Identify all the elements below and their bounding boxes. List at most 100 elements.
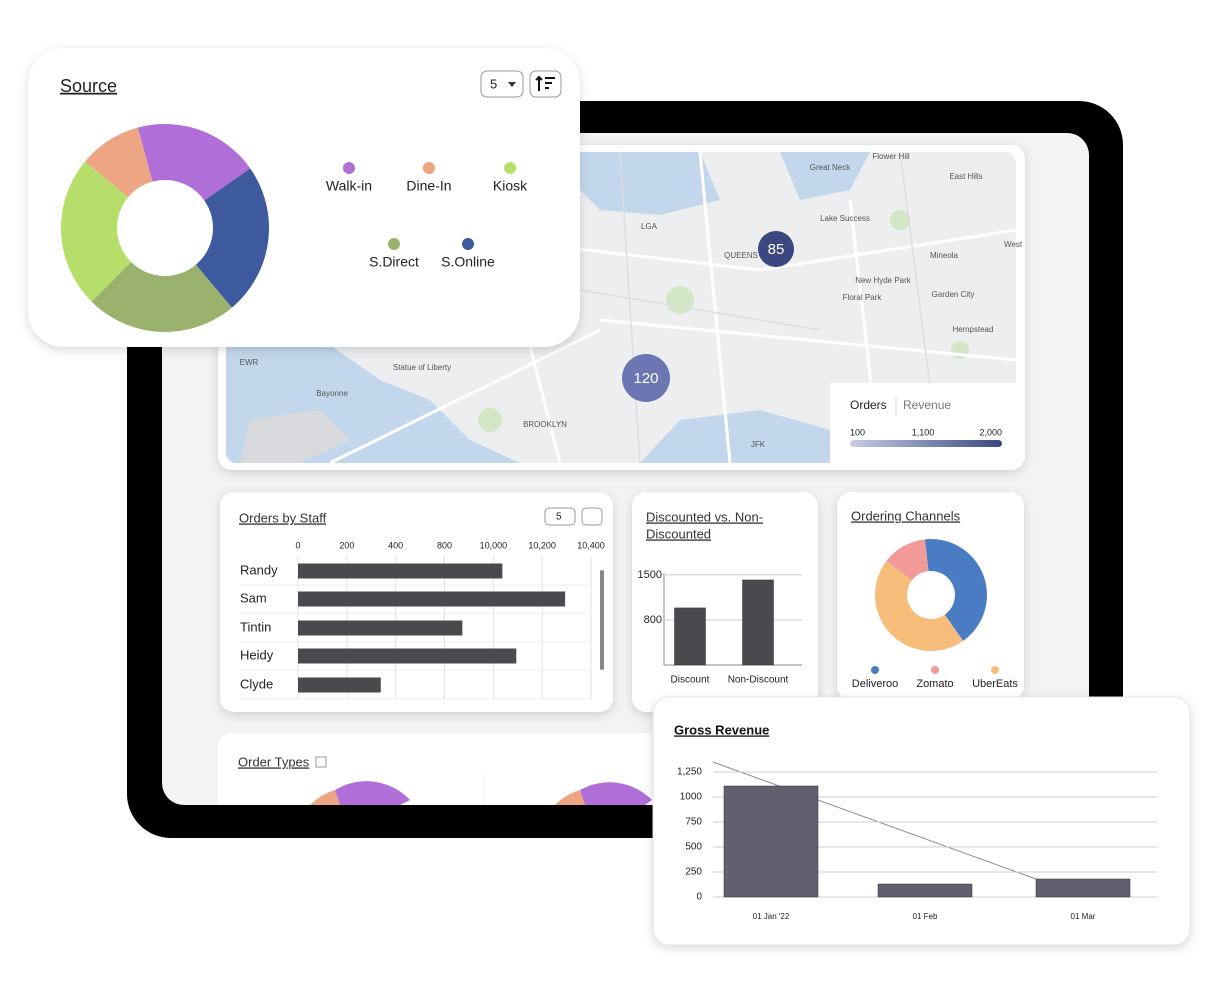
scale-label: 2,000: [979, 427, 1002, 437]
y-tick-label: 750: [685, 817, 702, 828]
place-label: Hempstead: [953, 325, 994, 334]
legend-tab[interactable]: Revenue: [903, 398, 951, 412]
scale-label: 1,100: [912, 427, 935, 437]
donut-slice: [886, 539, 929, 581]
x-tick-label: 10,000: [480, 540, 508, 550]
donut-slice: [924, 539, 987, 641]
x-tick-label: 200: [339, 540, 354, 550]
legend-dot: [991, 666, 999, 674]
select-value: 5: [490, 76, 497, 91]
bar: [298, 563, 503, 579]
map-cluster[interactable]: [622, 354, 670, 402]
place-label: BROOKLYN: [523, 420, 567, 429]
legend-dot: [388, 238, 400, 250]
tablet-frame: [162, 805, 722, 825]
map-legend: [830, 383, 1016, 463]
legend-dot: [931, 666, 939, 674]
x-tick-label: 800: [437, 540, 452, 550]
place-label: Great Neck: [810, 163, 851, 172]
discount-card: [632, 492, 818, 712]
legend-label: S.Direct: [369, 254, 419, 270]
source-card: [28, 48, 580, 347]
place-label: Mineola: [930, 251, 959, 260]
place-label: QUEENS: [724, 251, 758, 260]
card-title: Discounted vs. Non-: [646, 509, 763, 524]
category-label: Clyde: [240, 676, 273, 691]
place-label: West: [1004, 240, 1023, 249]
donut-slice: [875, 561, 964, 651]
legend-dot: [871, 666, 879, 674]
bar: [742, 579, 774, 666]
place-label: JFK: [751, 440, 766, 449]
bar: [298, 591, 566, 607]
bar: [877, 883, 973, 898]
legend-label: Zomato: [916, 678, 953, 690]
y-tick-label: 1000: [680, 792, 703, 803]
y-tick-label: 1,250: [677, 767, 702, 778]
legend-dot: [504, 162, 516, 174]
x-tick-label: 01 Feb: [913, 912, 938, 921]
legend-tab[interactable]: Orders: [850, 398, 887, 412]
x-tick-label: 01 Jan '22: [753, 912, 790, 921]
scale-bar: [850, 440, 1002, 447]
bar: [1035, 878, 1131, 898]
legend-label: Walk-in: [326, 178, 372, 194]
donut-slice: [61, 161, 132, 302]
bar: [298, 620, 463, 636]
x-tick-label: 01 Mar: [1071, 912, 1096, 921]
legend-label: UberEats: [972, 678, 1018, 690]
channels-card: [837, 492, 1024, 700]
page-size-select[interactable]: [480, 70, 524, 98]
donut-slice: [195, 168, 269, 308]
legend-label: Deliveroo: [852, 678, 898, 690]
card-title: Gross Revenue: [674, 722, 769, 737]
external-link-icon[interactable]: [315, 756, 327, 768]
x-tick-label: Discount: [671, 675, 710, 686]
category-label: Tintin: [240, 619, 271, 634]
x-tick-label: 0: [295, 540, 300, 550]
place-label: New Hyde Park: [855, 276, 912, 285]
card-title: Source: [60, 76, 117, 96]
place-label: Bayonne: [316, 389, 348, 398]
y-tick-label: 250: [685, 867, 702, 878]
preview-slice: [555, 790, 585, 805]
donut-slice: [137, 124, 251, 201]
page-size-select[interactable]: [544, 507, 576, 526]
map-cluster[interactable]: [758, 231, 794, 267]
cluster-label: 85: [768, 241, 785, 258]
place-label: Flower Hill: [872, 152, 910, 161]
scale-label: 100: [850, 427, 865, 437]
legend-label: Dine-In: [406, 178, 451, 194]
legend-dot: [423, 162, 435, 174]
card-title: Order Types: [238, 754, 310, 769]
preview-slice: [310, 790, 340, 805]
y-tick-label: 800: [644, 614, 662, 626]
donut-slice: [85, 127, 153, 198]
place-label: Lake Success: [820, 214, 870, 223]
cluster-label: 120: [633, 370, 658, 387]
preview-slice: [335, 781, 410, 805]
category-label: Randy: [240, 562, 278, 577]
donut-slice: [91, 262, 232, 332]
legend-dot: [343, 162, 355, 174]
place-label: LGA: [641, 222, 658, 231]
y-tick-label: 0: [696, 892, 702, 903]
place-label: Statue of Liberty: [393, 363, 451, 372]
trend-line: [712, 761, 1037, 880]
select-value: 5: [556, 512, 562, 523]
place-label: Floral Park: [843, 293, 883, 302]
sort-button[interactable]: [581, 507, 603, 526]
bar: [674, 607, 706, 666]
y-tick-label: 500: [685, 842, 702, 853]
card-title: Orders by Staff: [239, 510, 327, 525]
place-label: East Hills: [949, 172, 982, 181]
category-label: Heidy: [240, 647, 274, 662]
preview-slice: [580, 782, 652, 805]
scrollbar: [600, 570, 604, 670]
y-tick-label: 1500: [638, 569, 662, 581]
x-tick-label: Non-Discount: [728, 675, 789, 686]
legend-dot: [462, 238, 474, 250]
legend-label: S.Online: [441, 254, 495, 270]
legend-label: Kiosk: [493, 178, 528, 194]
